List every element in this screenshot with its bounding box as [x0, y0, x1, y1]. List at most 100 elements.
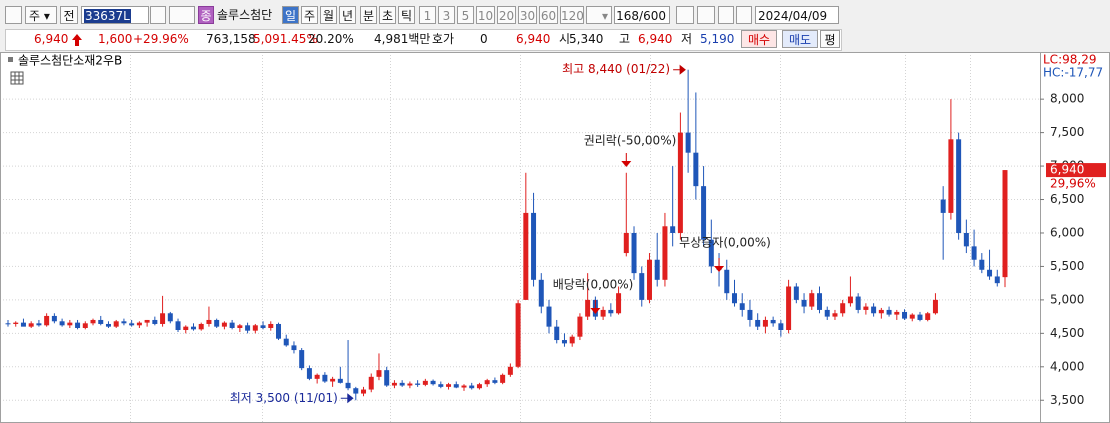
buy-button[interactable]: 매수 — [741, 30, 777, 48]
candle-body — [793, 286, 799, 300]
interval: 10 — [477, 9, 494, 23]
interval: 30 — [519, 9, 536, 23]
candle-body — [871, 306, 877, 314]
y-tick-label: 4,500 — [1050, 326, 1084, 340]
period-button[interactable]: 초 — [379, 6, 396, 24]
turnover: 20.20% — [308, 32, 354, 46]
candle-body — [778, 323, 784, 330]
layout-button[interactable] — [5, 6, 22, 24]
candle-body — [214, 319, 220, 327]
candle-body — [616, 293, 622, 314]
scope: 전 — [63, 9, 75, 23]
high: 6,940 — [638, 32, 673, 46]
interval-button[interactable]: 5 — [457, 6, 474, 24]
open: 5,340 — [569, 32, 604, 46]
y-tick-label: 6,500 — [1050, 192, 1084, 206]
candle-body — [299, 350, 305, 369]
candle-body — [245, 325, 251, 331]
tool-button[interactable] — [676, 6, 694, 24]
period-button[interactable]: 년 — [339, 6, 356, 24]
period-button[interactable]: 주 — [301, 6, 318, 24]
candle-body — [917, 314, 923, 320]
candle-body — [229, 322, 235, 328]
candle-body — [994, 276, 1000, 284]
candle-body — [747, 309, 753, 320]
sound-button[interactable] — [169, 6, 195, 24]
candle-body — [175, 321, 181, 330]
period-button[interactable]: 틱 — [398, 6, 415, 24]
candle-body — [932, 299, 938, 314]
candle-body — [654, 259, 660, 280]
interval-button[interactable]: 120 — [560, 6, 584, 24]
candle-body — [809, 293, 815, 307]
candle-body — [940, 199, 946, 213]
candle-body — [476, 384, 482, 389]
candle-body — [762, 319, 768, 327]
period-button[interactable]: 일 — [282, 6, 299, 24]
candle-body — [492, 380, 498, 383]
interval-button[interactable]: 10 — [476, 6, 495, 24]
candle-body — [90, 319, 96, 324]
market-select[interactable]: 주 ▾ — [25, 6, 57, 24]
date: 2024/04/09 — [758, 9, 828, 23]
candle-body — [461, 385, 467, 388]
stock-icon[interactable]: 종 — [198, 6, 214, 24]
candle-body — [523, 212, 529, 300]
event-label: 배당락(0,00%) — [553, 278, 634, 292]
scope-button[interactable]: 전 — [60, 6, 78, 24]
search-button[interactable] — [150, 6, 166, 24]
hc-label: HC:-17,77 — [1043, 66, 1103, 80]
candle-body — [631, 232, 637, 274]
interval-button[interactable]: 3 — [438, 6, 455, 24]
interval-button[interactable]: 20 — [497, 6, 516, 24]
tool-button[interactable] — [697, 6, 715, 24]
candle-body — [160, 313, 166, 324]
y-tick-label: 7,500 — [1050, 125, 1084, 139]
event-label: 무상증자(0,00%) — [679, 236, 771, 250]
interval: 20 — [498, 9, 515, 23]
count-input[interactable]: 168/600 — [614, 6, 670, 24]
candle-body — [956, 139, 962, 233]
candle-body — [708, 239, 714, 267]
settings-button[interactable] — [736, 6, 752, 24]
sell: 매도 — [788, 33, 812, 47]
save-button[interactable] — [718, 6, 734, 24]
period-button[interactable]: 월 — [320, 6, 337, 24]
candle-body — [863, 306, 869, 310]
candle-body — [623, 232, 629, 254]
candle-body — [237, 325, 243, 328]
candle-body — [353, 388, 359, 394]
low-label: 저 — [681, 32, 693, 46]
candle-body — [855, 296, 861, 310]
candle-body — [554, 326, 560, 341]
interval-select[interactable]: ▾ — [586, 6, 612, 24]
period: 년 — [341, 9, 354, 23]
candle-body — [268, 323, 274, 328]
candle-body — [1002, 170, 1008, 278]
candle-body — [585, 299, 591, 317]
interval: 1 — [423, 9, 432, 23]
candle-body — [925, 313, 931, 320]
candle-body — [801, 299, 807, 307]
code-input[interactable]: 33637L — [81, 6, 149, 24]
up-arrow — [72, 34, 82, 46]
table-icon[interactable] — [10, 71, 24, 85]
interval-button[interactable]: 1 — [419, 6, 436, 24]
date-input[interactable]: 2024/04/09 — [755, 6, 839, 24]
candle-body — [817, 293, 823, 310]
y-tick-label: 8,000 — [1050, 92, 1084, 106]
candle-body — [824, 309, 830, 317]
interval-button[interactable]: 30 — [518, 6, 537, 24]
high-label: 고 — [619, 32, 631, 46]
sell-button[interactable]: 매도 — [782, 30, 818, 48]
event-marker — [621, 161, 632, 167]
candle-body — [82, 323, 88, 328]
candle-body — [500, 374, 506, 383]
period-button[interactable]: 분 — [360, 6, 377, 24]
candle-body — [909, 314, 915, 319]
candle-body — [13, 322, 19, 324]
avg-button[interactable]: 평 — [820, 30, 840, 48]
lc-label: LC:98,29 — [1043, 53, 1096, 67]
interval-button[interactable]: 60 — [539, 6, 558, 24]
candle-body — [306, 368, 312, 379]
